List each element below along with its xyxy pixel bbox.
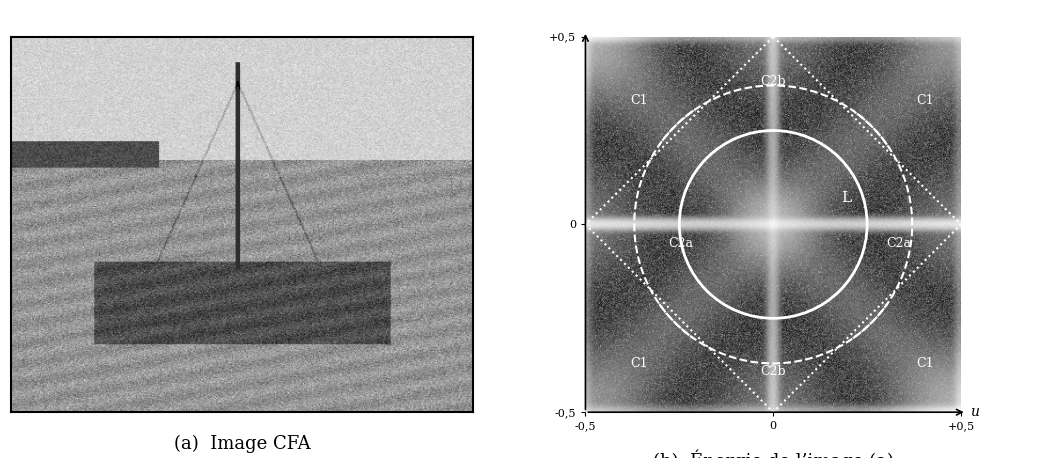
- Text: (a)  Image CFA: (a) Image CFA: [174, 435, 310, 453]
- Text: C2b: C2b: [761, 365, 786, 378]
- Text: C1: C1: [630, 357, 648, 370]
- Text: C2a: C2a: [886, 237, 911, 250]
- Text: L: L: [841, 191, 851, 205]
- Text: C1: C1: [916, 94, 933, 107]
- Text: u: u: [970, 405, 979, 419]
- Text: C2a: C2a: [668, 237, 693, 250]
- Text: C2b: C2b: [761, 76, 786, 88]
- Text: C1: C1: [916, 357, 933, 370]
- Text: C1: C1: [630, 94, 648, 107]
- Text: (b)  Énergie de l’image (a): (b) Énergie de l’image (a): [653, 450, 893, 458]
